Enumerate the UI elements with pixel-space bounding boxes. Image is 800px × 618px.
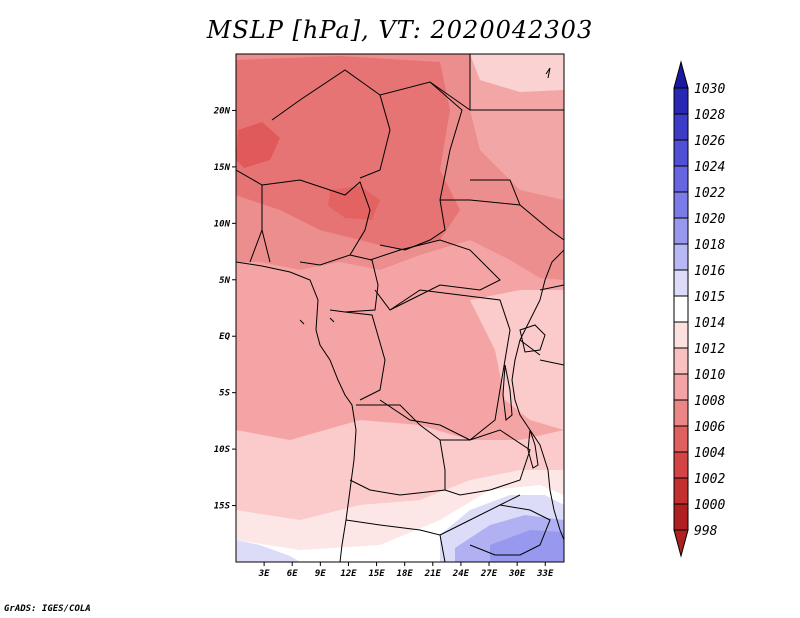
colorbar: 1030 1028 1026 1024 1022 1020 1018 1016 1015 1014… [673,60,725,558]
lon-label: 24E [452,569,470,579]
border-drc [379,289,511,441]
colorbar-segment [673,399,689,427]
colorbar-label: 1014 [694,316,725,331]
colorbar-segment [673,139,689,167]
field-1020-southeast [490,530,564,562]
colorbar-segment [673,347,689,375]
colorbar-segment [673,425,689,453]
border-zambia [440,429,531,496]
lon-label: 33E [536,569,554,579]
colorbar-segment [673,451,689,479]
lat-label: 15N [214,163,231,173]
lat-label: 10N [214,219,231,229]
field-1016-southwest [236,540,300,562]
lat-label: EQ [219,332,230,342]
border-west-africa [236,169,271,263]
colorbar-label: 1020 [694,212,725,227]
colorbar-label: 998 [694,524,718,539]
border-angola [349,404,446,496]
colorbar-segment [673,243,689,271]
colorbar-segment [673,321,689,349]
colorbar-segment [673,191,689,219]
lon-label: 3E [258,569,270,579]
lake-malawi [527,429,539,469]
colorbar-segment [673,87,689,115]
colorbar-label: 1022 [694,186,725,201]
colorbar-segment [673,217,689,245]
lat-label: 15S [214,502,231,512]
field-1012-northeast [470,54,564,92]
grads-credit: GrADS: IGES/COLA [4,604,91,614]
lon-label: 15E [368,569,385,579]
colorbar-segment [673,165,689,193]
colorbar-label: 1010 [694,368,725,383]
border-namibia-botswana [345,494,521,562]
lat-label: 5N [219,276,230,286]
border-congo [344,311,386,401]
border-sudan [440,179,564,241]
lon-label: 12E [340,569,357,579]
colorbar-label: 1006 [694,420,725,435]
field-1012-east [470,290,564,430]
coastlines-borders [236,54,564,562]
colorbar-segment [673,113,689,141]
coastline-islands [299,67,551,325]
latitude-axis: 20N 15N 10N 5N EQ 5S 10S 15S [213,106,236,512]
colorbar-label: 1030 [694,82,725,97]
field-1004-core-2 [328,186,380,220]
lat-label: 5S [219,389,230,399]
colorbar-label: 1026 [694,134,725,149]
lake-victoria [519,324,546,353]
border-cameroon [329,254,379,313]
lon-label: 9E [315,569,326,579]
colorbar-label: 1008 [694,394,725,409]
colorbar-label: 1012 [694,342,725,357]
lon-label: 21E [424,569,442,579]
colorbar-segment [673,373,689,401]
coastline-west [236,261,357,562]
colorbar-label: 1015 [694,290,725,305]
colorbar-label: 1028 [694,108,725,123]
border-east-africa [519,284,564,366]
colorbar-label: 1000 [694,498,725,513]
lake-tanganyika [502,364,513,421]
colorbar-segment [673,269,689,297]
colorbar-label: 1018 [694,238,725,253]
chart-title: MSLP [hPa], VT: 2020042303 [206,16,594,44]
field-1006-sahel [236,56,460,250]
lon-label: 30E [508,569,526,579]
lat-label: 20N [213,106,231,116]
field-1004-core [236,122,280,168]
border-car [369,239,501,311]
colorbar-label: 1016 [694,264,725,279]
border-libya-egypt [429,54,564,111]
lon-label: 27E [480,569,498,579]
border-nigeria [261,179,371,266]
colorbar-label: 1002 [694,472,725,487]
lat-label: 10S [214,445,231,455]
colorbar-segment [673,503,689,531]
colorbar-bottom-arrow [673,529,689,558]
colorbar-label: 1024 [694,160,725,175]
colorbar-label: 1004 [694,446,725,461]
border-zimbabwe-mozambique [469,504,551,556]
lon-label: 18E [397,569,414,579]
colorbar-top-arrow [673,60,689,89]
colorbar-segment [673,295,689,323]
lon-label: 6E [287,569,298,579]
longitude-axis: 3E 6E 9E 12E 15E 18E 21E 24E 27E 30E 33E [258,562,554,579]
pressure-field [236,54,564,562]
coastline-east [511,249,564,541]
colorbar-segment [673,477,689,505]
map-frame [235,53,565,563]
